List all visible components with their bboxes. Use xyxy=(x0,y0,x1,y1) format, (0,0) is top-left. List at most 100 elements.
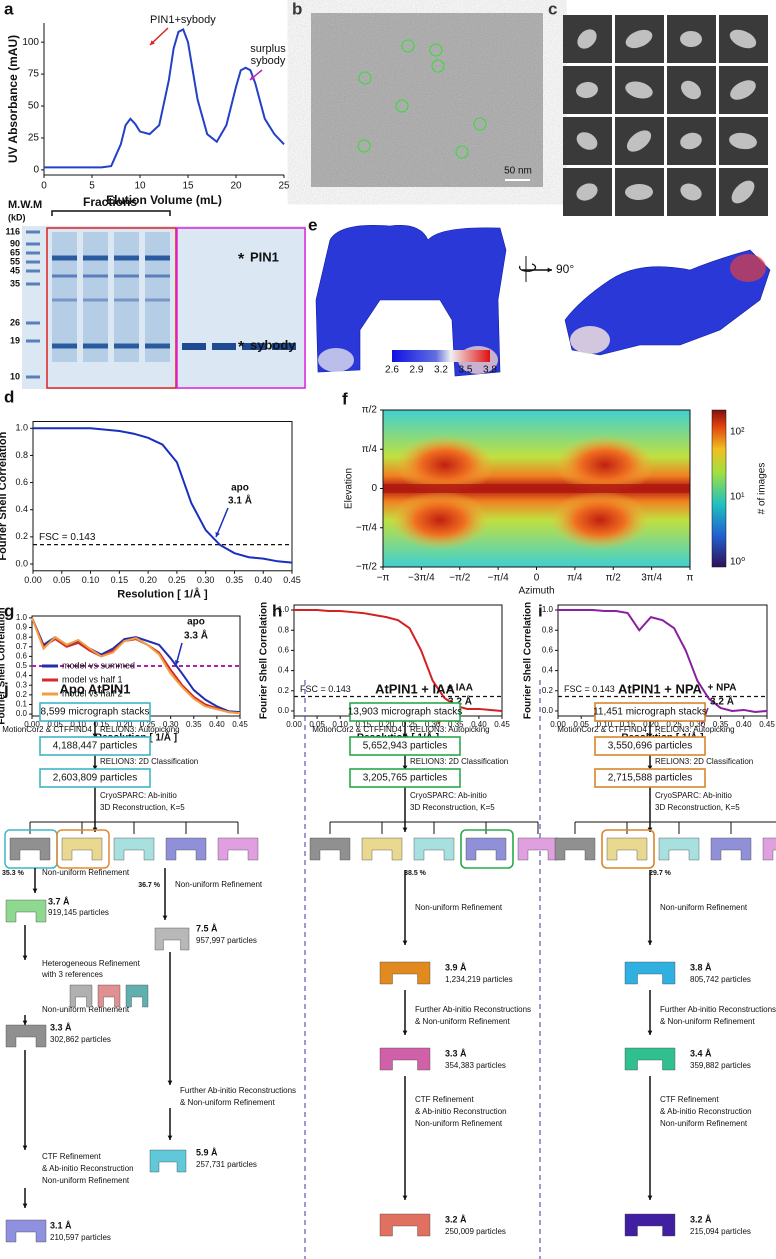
workflow-text: Non-uniform Refinement xyxy=(415,1119,503,1128)
gel-band xyxy=(145,343,170,349)
x-tick-label: 0.20 xyxy=(643,720,659,729)
heatmap-hot xyxy=(395,435,495,495)
y-tick-label: 0 xyxy=(371,483,377,494)
bracket xyxy=(51,210,171,216)
map-thumbnail xyxy=(379,961,431,985)
particle-marker xyxy=(395,99,409,113)
x-tick-label: 0.45 xyxy=(232,720,248,729)
threshold-label: FSC = 0.143 xyxy=(300,684,351,694)
y-tick-label: 25 xyxy=(28,133,40,144)
workflow-text: 215,094 particles xyxy=(690,1227,751,1236)
resolution: 7.5 Å xyxy=(196,923,218,933)
x-tick-label: 0.00 xyxy=(286,720,302,729)
resolution: 3.4 Å xyxy=(690,1048,712,1058)
gel-band xyxy=(114,274,139,278)
class-particle xyxy=(625,183,653,201)
arrow-head xyxy=(647,733,653,738)
x-tick-label: 0.40 xyxy=(254,575,272,585)
x-tick-label: 0.20 xyxy=(117,720,133,729)
y-tick-label: 0.4 xyxy=(278,666,290,675)
x-tick-label: 0.00 xyxy=(24,575,42,585)
selection-box xyxy=(460,829,514,869)
x-tick-label: 0.10 xyxy=(332,720,348,729)
panel-label: h xyxy=(272,601,282,620)
panel-label: i xyxy=(538,601,543,620)
data-line xyxy=(294,609,503,712)
x-tick-label: 0 xyxy=(41,181,47,192)
workflow-text: & Ab-initio Reconstruction xyxy=(660,1107,752,1116)
map-thumbnail xyxy=(762,837,776,861)
x-tick-label: 0.35 xyxy=(226,575,244,585)
legend-label: model vs summed xyxy=(62,660,135,670)
band-star: * xyxy=(238,251,245,268)
gel-band xyxy=(114,298,139,302)
resolution: 3.3 Å xyxy=(445,1048,467,1058)
y-tick-label: 1.0 xyxy=(16,613,28,622)
ladder-label: 65 xyxy=(10,247,20,257)
percentage: 38.5 % xyxy=(404,870,427,877)
threshold-label: FSC = 0.143 xyxy=(39,532,96,543)
x-tick-label: 10 xyxy=(134,181,146,192)
x-tick-label: 0.40 xyxy=(736,720,752,729)
workflow-text: CryoSPARC: Ab-initio xyxy=(410,791,487,800)
workflow-text: Further Ab-initio Reconstructions xyxy=(180,1086,296,1095)
workflow-text: Non-uniform Refinement xyxy=(415,903,503,912)
workflow-box xyxy=(594,768,706,788)
annotation: 3.1 Å xyxy=(228,494,252,507)
class-particle xyxy=(625,29,653,49)
particle-marker xyxy=(473,117,487,131)
ladder-label: 26 xyxy=(10,317,20,327)
ladder-label: 90 xyxy=(10,238,20,248)
x-tick-label: 0.30 xyxy=(163,720,179,729)
map-thumbnail xyxy=(309,837,351,861)
particle-marker xyxy=(429,43,443,57)
map-thumbnail xyxy=(69,984,93,1008)
workflow-box-text: 2,603,809 particles xyxy=(53,773,138,784)
y-tick-label: 0.8 xyxy=(16,632,28,641)
workflow-text: 3D Reconstruction, K=5 xyxy=(100,803,185,812)
workflow-text: CTF Refinement xyxy=(660,1095,719,1104)
x-tick-label: 0.35 xyxy=(713,720,729,729)
ladder-label: 10 xyxy=(10,371,20,381)
x-tick-label: −π/2 xyxy=(449,573,471,584)
annotation: surplus xyxy=(250,43,286,55)
y-axis-label: Fourier Shell Correlation xyxy=(0,431,9,560)
x-tick-label: 0.25 xyxy=(402,720,418,729)
arrow-head xyxy=(150,40,155,45)
class-particle xyxy=(625,81,653,99)
y-tick-label: 0.8 xyxy=(542,625,554,634)
workflow-text: & Non-uniform Refinement xyxy=(180,1098,275,1107)
x-tick-label: π xyxy=(687,573,694,584)
gel-band xyxy=(272,343,296,350)
ladder-band xyxy=(26,282,40,286)
gel-lane xyxy=(114,232,139,362)
class-particle xyxy=(626,130,652,152)
workflow-box-text: 3,205,765 particles xyxy=(363,773,448,784)
workflow-text: RELION3: Autopicking xyxy=(655,725,735,734)
gel-fractions: Fractions xyxy=(83,195,137,209)
class-particle xyxy=(730,80,756,100)
y-tick-label: 0.8 xyxy=(15,450,28,460)
resolution: 3.2 Å xyxy=(445,1214,467,1224)
panel-label: a xyxy=(4,0,14,18)
y-axis-label: UV Absorbance (mAU) xyxy=(6,35,20,163)
ladder-label: 19 xyxy=(10,335,20,345)
x-tick-label: 0 xyxy=(534,573,540,584)
x-tick-label: 0.05 xyxy=(309,720,325,729)
ladder-band xyxy=(26,242,40,246)
annotation: apo xyxy=(187,617,205,628)
colorbar-label: 2.9 xyxy=(410,365,424,376)
colorbar-label: 10² xyxy=(730,427,745,438)
workflow-box xyxy=(39,702,151,722)
x-tick-label: 15 xyxy=(182,181,194,192)
gel-band xyxy=(242,343,266,350)
class-particle xyxy=(576,183,598,201)
arrow-head xyxy=(92,765,98,770)
workflow-text: MotionCor2 & CTFFIND4 xyxy=(2,725,92,734)
data-line xyxy=(44,27,285,169)
y-tick-label: 0.5 xyxy=(16,661,28,670)
arrow-head xyxy=(647,765,653,770)
class-particle xyxy=(576,81,598,99)
map-thumbnail xyxy=(61,837,103,861)
arrow-head xyxy=(402,765,408,770)
